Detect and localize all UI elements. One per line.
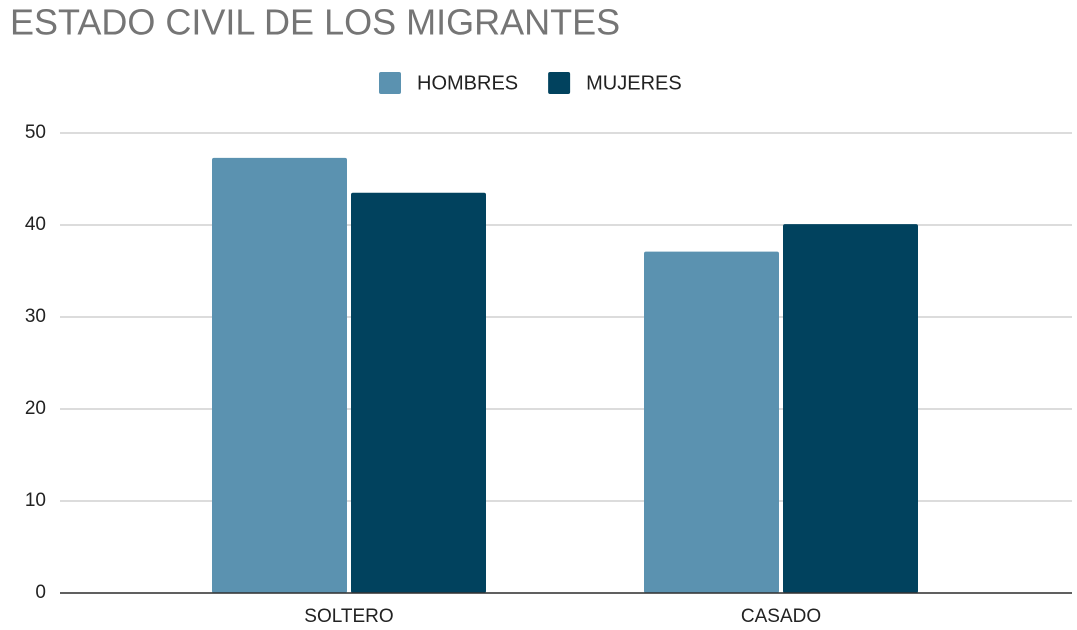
x-tick-label: CASADO — [741, 606, 821, 627]
chart-title: ESTADO CIVIL DE LOS MIGRANTES — [10, 2, 620, 43]
y-tick-label: 50 — [25, 122, 46, 143]
y-tick-label: 10 — [25, 490, 46, 511]
legend-swatch — [548, 72, 571, 94]
bar — [212, 157, 347, 593]
legend-label: HOMBRES — [417, 72, 518, 94]
bar — [783, 224, 918, 593]
y-tick-label: 20 — [25, 398, 46, 419]
legend-label: MUJERES — [586, 72, 682, 94]
y-tick-label: 40 — [25, 214, 46, 235]
x-tick-label: SOLTERO — [304, 606, 393, 627]
bar — [351, 192, 486, 594]
bar — [644, 251, 779, 593]
y-tick-label: 30 — [25, 306, 46, 327]
y-tick-label: 0 — [35, 582, 46, 603]
legend-swatch — [379, 72, 401, 94]
